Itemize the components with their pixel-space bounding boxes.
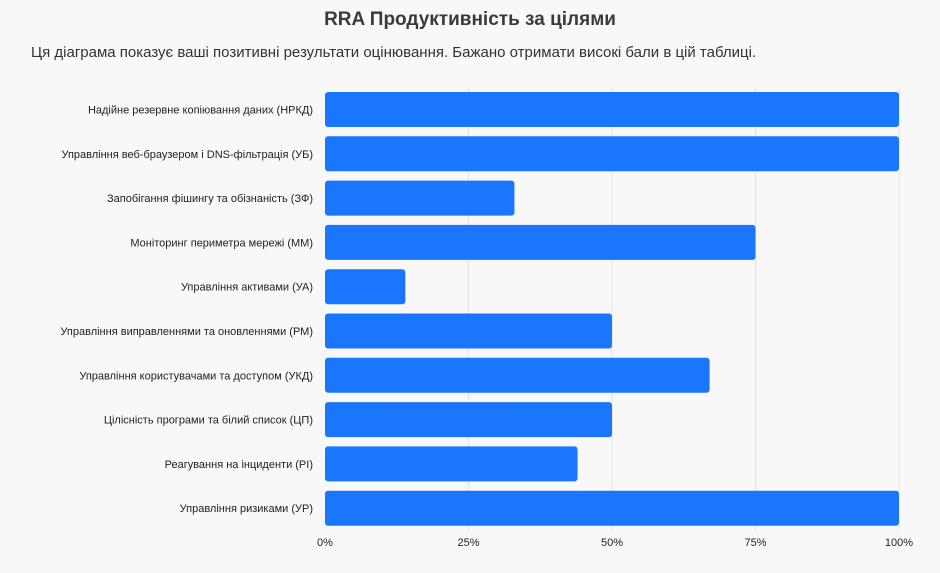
category-label: Запобігання фішингу та обізнаність (ЗФ) bbox=[107, 193, 313, 205]
bar bbox=[325, 136, 899, 172]
bar bbox=[325, 269, 406, 305]
category-label: Реагування на інциденти (РІ) bbox=[165, 459, 313, 471]
x-tick-label: 75% bbox=[744, 537, 766, 549]
category-label: Надійне резервне копіювання даних (НРКД) bbox=[88, 105, 313, 117]
bar bbox=[325, 490, 899, 526]
x-tick-label: 0% bbox=[317, 537, 333, 549]
bar bbox=[325, 92, 899, 127]
category-label: Управління веб-браузером і DNS-фільтраці… bbox=[61, 149, 313, 161]
chart-title: RRA Продуктивність за цілями bbox=[324, 9, 616, 30]
x-tick-label: 25% bbox=[457, 537, 479, 549]
category-label: Управління виправленнями та оновленнями … bbox=[60, 326, 313, 338]
category-label: Управління користувачами та доступом (УК… bbox=[79, 370, 313, 382]
x-tick-label: 50% bbox=[601, 537, 623, 549]
category-label: Цілісність програми та білий список (ЦП) bbox=[104, 415, 313, 427]
category-label: Управління ризиками (УР) bbox=[180, 503, 313, 515]
bar bbox=[325, 357, 710, 393]
chart-subtitle: Ця діаграма показує ваші позитивні резул… bbox=[31, 44, 757, 61]
bar bbox=[325, 224, 756, 260]
bar bbox=[325, 180, 515, 216]
bar bbox=[325, 402, 612, 438]
category-label: Управління активами (УА) bbox=[181, 282, 313, 294]
category-label: Моніторинг периметра мережі (ММ) bbox=[130, 237, 313, 249]
bar bbox=[325, 446, 578, 482]
bar bbox=[325, 313, 612, 349]
x-tick-label: 100% bbox=[885, 537, 913, 549]
